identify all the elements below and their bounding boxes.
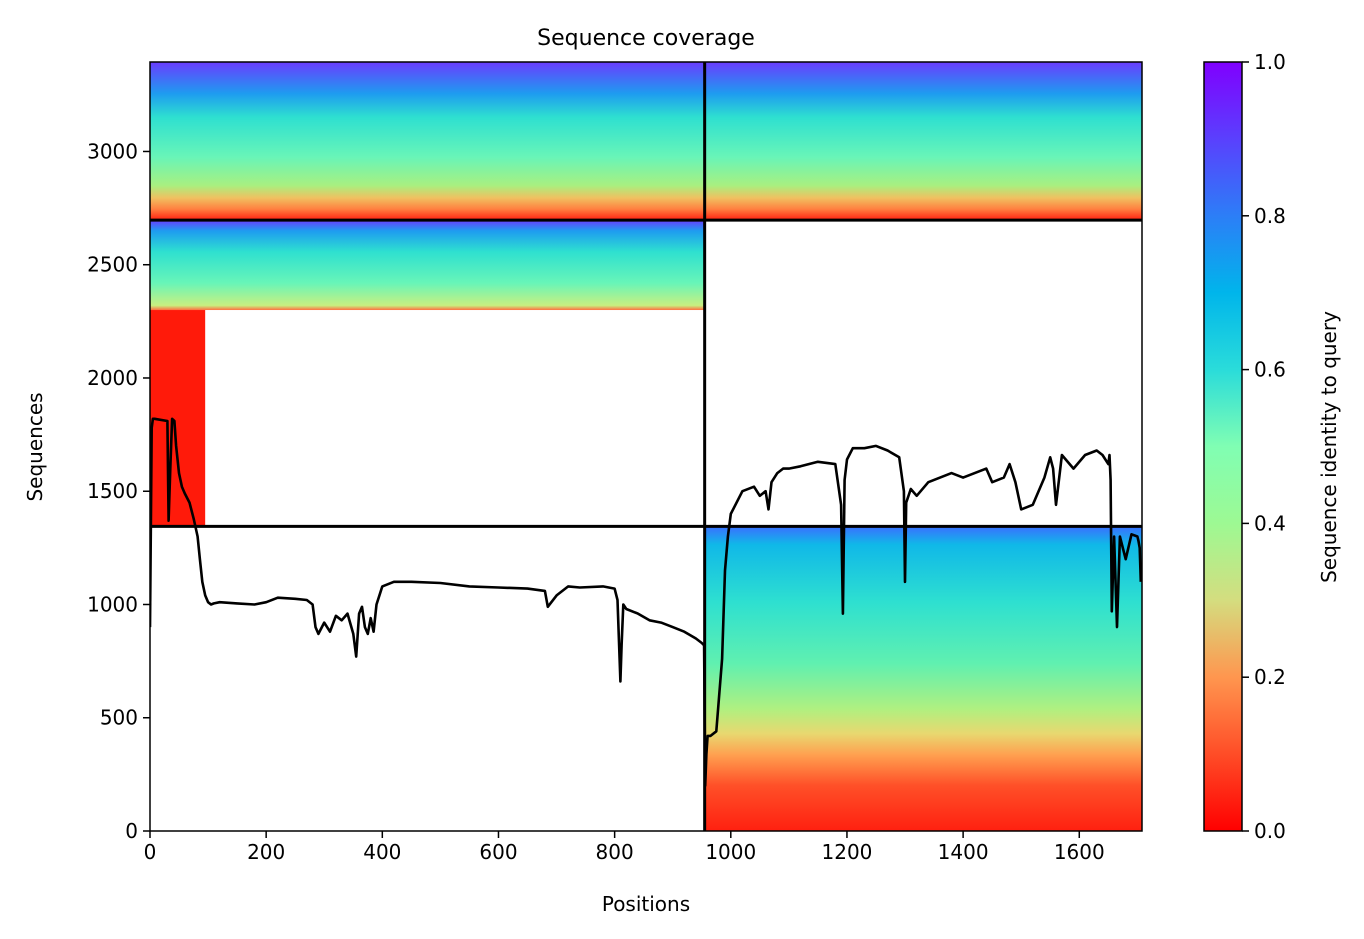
x-tick-label: 400	[363, 840, 401, 864]
block-unpaired-chain2	[704, 526, 1142, 831]
colorbar-tick-label: 0.8	[1254, 204, 1286, 228]
x-tick-label: 200	[247, 840, 285, 864]
colorbar-tick-label: 0.4	[1254, 511, 1286, 535]
x-tick-label: 1400	[938, 840, 989, 864]
plot-frame	[149, 61, 1143, 832]
coverage-line	[150, 417, 1142, 788]
x-tick-label: 1600	[1054, 840, 1105, 864]
y-axis-label: Sequences	[23, 392, 47, 501]
coverage-blocks	[150, 62, 1142, 831]
x-axis-ticks: 0 200 400 600 800 1000 1200 1400 1600	[144, 831, 1105, 864]
chart-title: Sequence coverage	[537, 26, 755, 51]
colorbar-tick-label: 0.0	[1254, 819, 1286, 843]
y-tick-label: 0	[125, 819, 138, 843]
x-tick-label: 800	[596, 840, 634, 864]
x-axis-label: Positions	[602, 892, 690, 916]
x-tick-label: 1200	[822, 840, 873, 864]
colorbar-label: Sequence identity to query	[1317, 311, 1341, 583]
x-tick-label: 0	[144, 840, 157, 864]
colorbar-tick-label: 0.6	[1254, 358, 1286, 382]
y-tick-label: 2500	[87, 253, 138, 277]
x-tick-label: 1000	[705, 840, 756, 864]
coverage-line-layer	[150, 417, 1142, 788]
y-tick-label: 1500	[87, 479, 138, 503]
y-tick-label: 500	[100, 706, 138, 730]
y-tick-label: 1000	[87, 592, 138, 616]
block-paired-chain2	[704, 62, 1142, 221]
block-unpaired-chain1-low	[150, 310, 206, 527]
colorbar-tick-label: 1.0	[1254, 50, 1286, 74]
block-unpaired-chain1	[150, 220, 705, 311]
block-paired-chain1	[150, 62, 705, 221]
y-tick-label: 3000	[87, 139, 138, 163]
y-tick-label: 2000	[87, 366, 138, 390]
colorbar-ticks: 0.0 0.2 0.4 0.6 0.8 1.0	[1242, 50, 1286, 843]
x-tick-label: 600	[479, 840, 517, 864]
y-axis-ticks: 0 500 1000 1500 2000 2500 3000	[87, 139, 150, 843]
colorbar	[1203, 61, 1243, 832]
colorbar-tick-label: 0.2	[1254, 665, 1286, 689]
